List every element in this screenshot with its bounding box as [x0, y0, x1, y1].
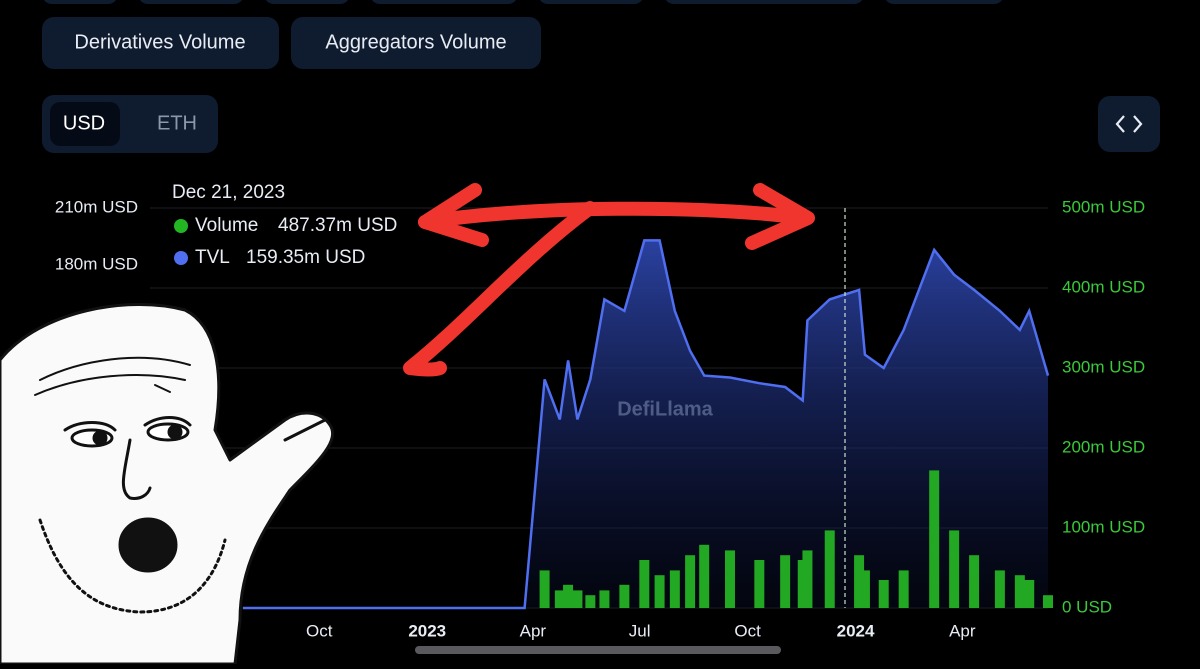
x-tick-label: 2024	[837, 621, 875, 640]
embed-button[interactable]	[1098, 96, 1160, 152]
volume-bar	[539, 570, 550, 608]
button-label[interactable]: Aggregators Volume	[325, 31, 506, 53]
button-label[interactable]: Derivatives Volume	[74, 31, 245, 53]
x-tick-label: 2023	[408, 621, 446, 640]
volume-bar	[824, 530, 835, 608]
volume-bar	[780, 555, 791, 608]
y2-tick-label: 200m USD	[1062, 437, 1145, 456]
x-tick-label: Jul	[629, 621, 651, 640]
volume-bar	[949, 530, 960, 608]
button[interactable]: Derivatives Volume	[42, 17, 279, 69]
red-arrows	[403, 183, 815, 377]
volume-bar	[685, 555, 696, 608]
y2-tick-label: 100m USD	[1062, 517, 1145, 536]
volume-bar	[639, 560, 650, 608]
volume-bar	[754, 560, 765, 608]
toggle-usd[interactable]: USD	[63, 112, 105, 134]
button[interactable]: Aggregators Volume	[291, 17, 541, 69]
volume-bar	[802, 550, 813, 608]
x-tick-label: Oct	[734, 621, 761, 640]
button-bg[interactable]	[291, 17, 541, 69]
y-tick-label: 180m USD	[55, 255, 138, 274]
volume-bar	[854, 555, 865, 608]
volume-bar	[585, 595, 596, 608]
tvl-line	[243, 239, 1050, 610]
volume-bar	[699, 544, 710, 608]
tooltip-label: Volume	[195, 215, 258, 236]
top-buttons	[44, 0, 1002, 4]
volume-bar	[572, 590, 583, 608]
volume-bar	[1024, 580, 1035, 608]
volume-bar	[654, 575, 665, 608]
volume-bar	[724, 550, 735, 608]
volume-bar	[619, 584, 630, 608]
toggle-eth[interactable]: ETH	[157, 112, 197, 134]
y2-tick-label: 300m USD	[1062, 357, 1145, 376]
volume-bar	[599, 590, 610, 608]
y2-tick-label: 0 USD	[1062, 597, 1112, 616]
tooltip-value: 159.35m USD	[246, 247, 365, 268]
x-tick-label: Apr	[520, 621, 547, 640]
y-tick-label: 210m USD	[55, 197, 138, 216]
embed-icon[interactable]	[1115, 115, 1125, 133]
volume-bar	[563, 584, 574, 608]
tooltip-date: Dec 21, 2023	[172, 182, 285, 203]
volume-bar	[1043, 595, 1053, 608]
button-bg[interactable]	[42, 17, 279, 69]
x-tick-label: Apr	[949, 621, 976, 640]
tooltip-dot	[174, 219, 188, 233]
watermark: DefiLlama	[617, 398, 713, 420]
y2-tick-label: 400m USD	[1062, 277, 1145, 296]
y2-tick-label: 500m USD	[1062, 197, 1145, 216]
volume-bar	[898, 570, 909, 608]
scrollbar[interactable]	[415, 646, 781, 654]
tooltip-label: TVL	[195, 247, 230, 268]
volume-bar	[859, 570, 870, 608]
volume-bar	[554, 590, 565, 608]
chart: 500m USD 400m USD 300m USD 200m USD 100m USD…	[55, 197, 1145, 640]
embed-bg[interactable]	[1098, 96, 1160, 152]
volume-bar	[929, 470, 940, 608]
tvl-area-fill	[243, 240, 1048, 608]
volume-bar	[994, 570, 1005, 608]
tooltip-value: 487.37m USD	[278, 215, 397, 236]
volume-bar	[669, 570, 680, 608]
x-tick-label: Oct	[306, 621, 333, 640]
volume-bar	[878, 580, 889, 608]
volume-bar	[1014, 575, 1025, 608]
volume-bar	[969, 555, 980, 608]
tooltip-dot	[174, 251, 188, 265]
toggle-active[interactable]	[50, 102, 120, 146]
meme-face	[0, 302, 335, 666]
embed-icon[interactable]	[1133, 115, 1143, 133]
